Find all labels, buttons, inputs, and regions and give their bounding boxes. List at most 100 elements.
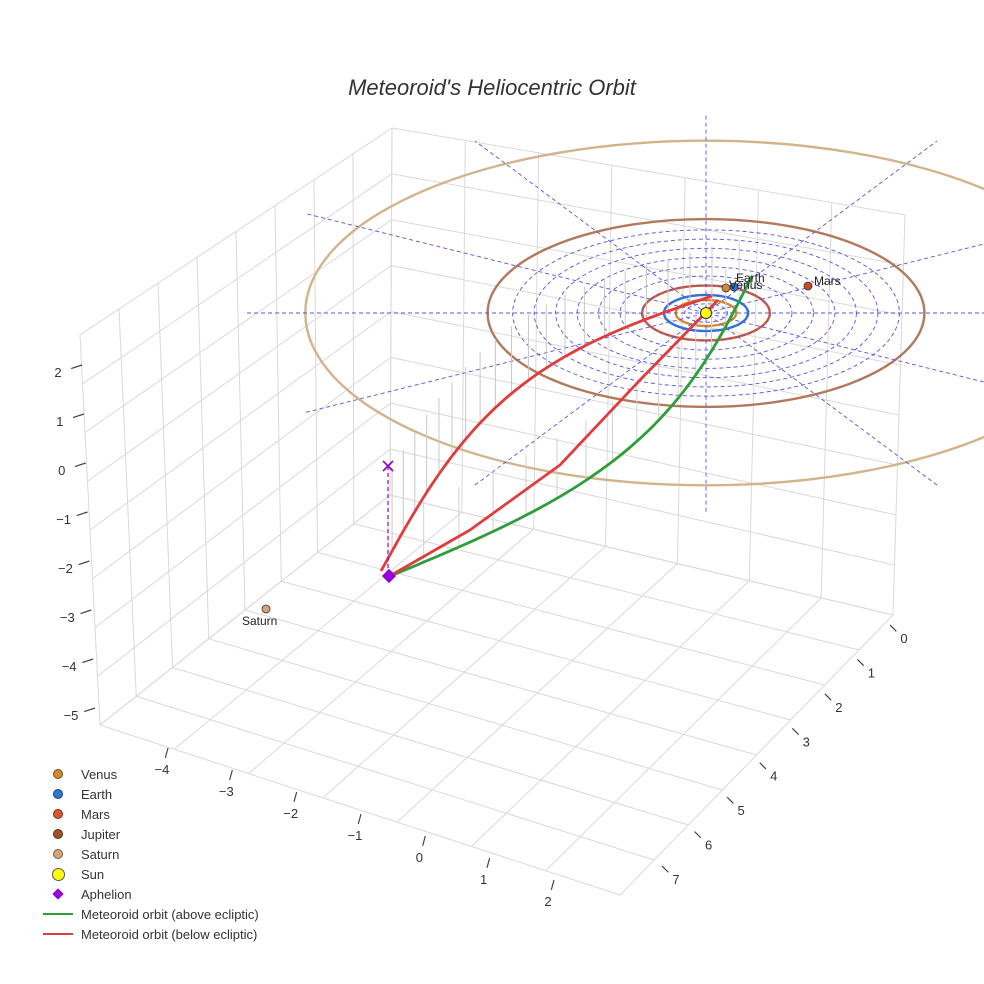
- wall-grid-line: [99, 494, 391, 726]
- y-tick-mark: [550, 879, 555, 891]
- x-tick-mark: [726, 796, 734, 804]
- saturn-marker: [261, 604, 271, 614]
- wall-grid-line: [391, 127, 906, 216]
- legend-item[interactable]: Sun: [40, 864, 259, 884]
- x-tick-mark: [824, 693, 832, 701]
- x-tick-mark: [889, 624, 897, 632]
- z-tick-mark: [76, 511, 88, 517]
- legend-label: Aphelion: [81, 886, 132, 902]
- floor-grid-line: [281, 580, 791, 721]
- legend-line-swatch: [43, 913, 73, 915]
- meteoroid-orbit-below-line: [387, 299, 720, 579]
- x-tick-label: 7: [672, 872, 679, 887]
- legend-item[interactable]: Venus: [40, 764, 259, 784]
- z-tick-mark: [84, 707, 96, 713]
- floor-grid-line: [353, 523, 859, 651]
- legend-symbol: [40, 924, 76, 944]
- legend-label: Meteoroid orbit (above ecliptic): [81, 906, 259, 922]
- ecliptic-spoke: [305, 213, 984, 383]
- legend-marker-swatch: [52, 888, 64, 900]
- x-tick-label: 2: [835, 700, 842, 715]
- x-tick-label: 3: [803, 734, 810, 749]
- floor-grid-line: [136, 695, 655, 861]
- floor-grid-line: [99, 724, 621, 896]
- legend-symbol: [40, 804, 76, 824]
- legend-item[interactable]: Saturn: [40, 844, 259, 864]
- x-tick-mark: [694, 831, 702, 839]
- legend-symbol: [40, 784, 76, 804]
- wall-grid-line: [391, 173, 904, 266]
- meteoroid-orbit: [379, 275, 754, 579]
- legend-label: Earth: [81, 786, 113, 802]
- y-tick-label: −1: [348, 828, 363, 843]
- legend-item[interactable]: Earth: [40, 784, 259, 804]
- meteoroid-orbit-below-line: [379, 294, 713, 572]
- x-tick-mark: [759, 762, 767, 770]
- aphelion-projection-marker: [382, 460, 394, 472]
- legend-marker-swatch: [53, 849, 63, 859]
- legend-label: Jupiter: [81, 826, 121, 842]
- x-tick-mark: [791, 727, 800, 736]
- z-tick-mark: [80, 609, 92, 615]
- z-tick-label: 0: [58, 463, 65, 478]
- floor-grid-line: [317, 552, 825, 686]
- x-tick-label: 5: [738, 803, 745, 818]
- meteoroid-orbit-above-line: [387, 275, 754, 579]
- legend-item[interactable]: Mars: [40, 804, 259, 824]
- legend-item[interactable]: Meteoroid orbit (above ecliptic): [40, 904, 259, 924]
- y-tick-mark: [422, 835, 426, 847]
- z-tick-mark: [72, 413, 85, 419]
- z-tick-mark: [82, 658, 94, 664]
- wall-grid-line: [390, 311, 900, 416]
- legend-item[interactable]: Jupiter: [40, 824, 259, 844]
- legend-marker-swatch: [53, 809, 63, 819]
- aphelion-marker: [381, 568, 397, 584]
- legend-marker-swatch: [53, 789, 63, 799]
- earth-label: Earth: [736, 271, 765, 285]
- x-tick-label: 4: [770, 769, 777, 784]
- wall-grid-line: [89, 311, 392, 531]
- wall-grid-line: [92, 356, 392, 580]
- ecliptic-spoke: [305, 243, 984, 413]
- legend-label: Sun: [81, 866, 105, 882]
- y-tick-label: −4: [155, 762, 170, 777]
- legend-item[interactable]: Meteoroid orbit (below ecliptic): [40, 924, 259, 944]
- legend-marker-swatch: [53, 829, 63, 839]
- wall-grid-line: [390, 448, 895, 566]
- floor-grid-line: [208, 638, 723, 791]
- wall-grid-line: [390, 402, 897, 516]
- legend-marker-swatch: [51, 867, 65, 881]
- wall-grid-line: [79, 127, 393, 336]
- legend-symbol: [40, 904, 76, 924]
- z-tick-label: 2: [54, 365, 61, 380]
- legend-label: Saturn: [81, 846, 120, 862]
- wall-grid-line: [82, 173, 393, 385]
- x-tick-mark: [661, 865, 669, 873]
- x-tick-label: 0: [900, 631, 907, 646]
- floor-grid-line: [172, 667, 689, 826]
- legend-symbol: [40, 864, 76, 884]
- ecliptic-ring: [598, 266, 814, 360]
- wall-grid-line: [84, 219, 392, 433]
- y-tick-label: 0: [416, 850, 423, 865]
- z-tick-label: −2: [58, 561, 73, 576]
- legend-label: Venus: [81, 766, 118, 782]
- x-tick-label: 1: [868, 665, 875, 680]
- y-tick-mark: [293, 791, 298, 803]
- wall-grid-line: [97, 448, 391, 677]
- chart-title: Meteoroid's Heliocentric Orbit: [348, 75, 637, 100]
- sun-marker: [700, 307, 712, 319]
- wall-grid-line: [87, 265, 392, 482]
- legend-label: Meteoroid orbit (below ecliptic): [81, 926, 258, 942]
- legend-symbol: [40, 824, 76, 844]
- y-tick-label: 2: [544, 894, 551, 909]
- y-tick-mark: [486, 857, 491, 869]
- mars-label: Mars: [814, 274, 841, 288]
- x-tick-label: 6: [705, 838, 712, 853]
- legend-item[interactable]: Aphelion: [40, 884, 259, 904]
- ecliptic-grid: [244, 114, 984, 512]
- legend-line-swatch: [43, 933, 73, 935]
- z-tick-mark: [78, 560, 90, 566]
